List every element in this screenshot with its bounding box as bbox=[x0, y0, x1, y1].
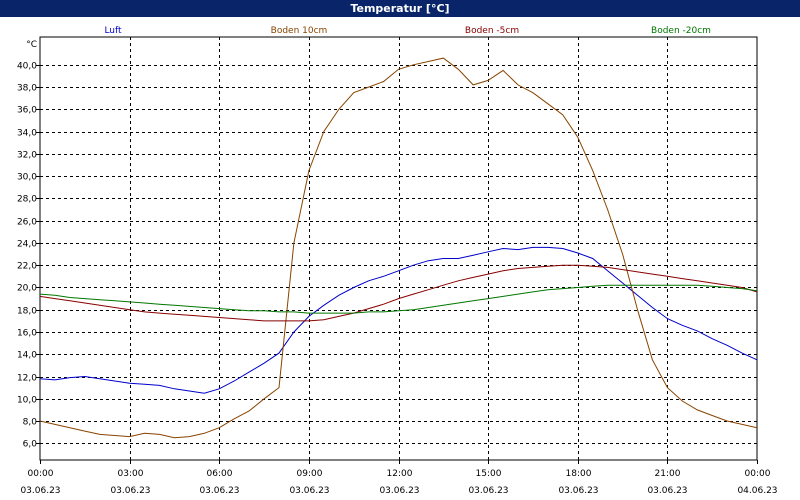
x-tick-time: 21:00 bbox=[655, 469, 681, 479]
x-tick-date: 03.06.23 bbox=[20, 486, 60, 496]
x-tick-time: 03:00 bbox=[118, 469, 144, 479]
series-line-luft bbox=[39, 246, 758, 394]
series-line-boden-5cm bbox=[39, 264, 758, 322]
grid bbox=[40, 37, 757, 460]
x-tick-time: 09:00 bbox=[297, 469, 323, 479]
x-tick-date: 03.06.23 bbox=[558, 486, 598, 496]
y-tick-label: 12,0 bbox=[17, 374, 37, 384]
x-tick-date: 03.06.23 bbox=[379, 486, 419, 496]
y-tick-label: 20,0 bbox=[17, 284, 37, 294]
legend: Luft Boden 10cm Boden -5cm Boden -20cm bbox=[104, 26, 711, 36]
window-title: Temperatur [°C] bbox=[0, 0, 800, 17]
series-line-boden-20cm bbox=[39, 284, 758, 314]
x-tick-time: 18:00 bbox=[566, 469, 592, 479]
x-tick-date: 03.06.23 bbox=[647, 486, 687, 496]
y-tick-label: 26,0 bbox=[17, 218, 37, 228]
y-tick-label: 6,0 bbox=[23, 440, 38, 450]
y-tick-label: 30,0 bbox=[17, 173, 37, 183]
x-tick-time: 06:00 bbox=[207, 469, 233, 479]
y-tick-label: 34,0 bbox=[17, 129, 37, 139]
y-tick-label: 36,0 bbox=[17, 106, 37, 116]
y-tick-label: 10,0 bbox=[17, 396, 37, 406]
plot-border bbox=[39, 36, 758, 461]
y-tick-label: 28,0 bbox=[17, 195, 37, 205]
x-tick-time: 12:00 bbox=[387, 469, 413, 479]
y-tick-label: 32,0 bbox=[17, 151, 37, 161]
y-tick-label: 16,0 bbox=[17, 329, 37, 339]
legend-item: Boden -5cm bbox=[465, 26, 519, 36]
series-line-boden-10cm bbox=[39, 57, 758, 439]
legend-item: Boden 10cm bbox=[271, 26, 328, 36]
x-tick-date: 03.06.23 bbox=[199, 486, 239, 496]
x-tick-time: 15:00 bbox=[476, 469, 502, 479]
y-tick-label: 38,0 bbox=[17, 84, 37, 94]
y-tick-label: 18,0 bbox=[17, 307, 37, 317]
legend-item: Luft bbox=[104, 26, 122, 36]
x-tick-date: 03.06.23 bbox=[110, 486, 150, 496]
legend-item: Boden -20cm bbox=[651, 26, 711, 36]
x-tick-date: 03.06.23 bbox=[289, 486, 329, 496]
x-tick-date: 03.06.23 bbox=[468, 486, 508, 496]
axes: 6,0 8,0 10,0 12,0 14,0 16,0 18,0 20,0 22,0 24,0 26… bbox=[17, 36, 778, 496]
series-lines bbox=[39, 57, 758, 439]
y-tick-label: 8,0 bbox=[23, 418, 38, 428]
y-axis-unit: °C bbox=[26, 40, 37, 50]
y-tick-label: 40,0 bbox=[17, 62, 37, 72]
y-tick-label: 14,0 bbox=[17, 351, 37, 361]
y-tick-label: 24,0 bbox=[17, 240, 37, 250]
x-tick-time: 00:00 bbox=[28, 469, 54, 479]
x-tick-time: 00:00 bbox=[745, 469, 771, 479]
x-tick-date: 04.06.23 bbox=[737, 486, 777, 496]
y-tick-label: 22,0 bbox=[17, 262, 37, 272]
